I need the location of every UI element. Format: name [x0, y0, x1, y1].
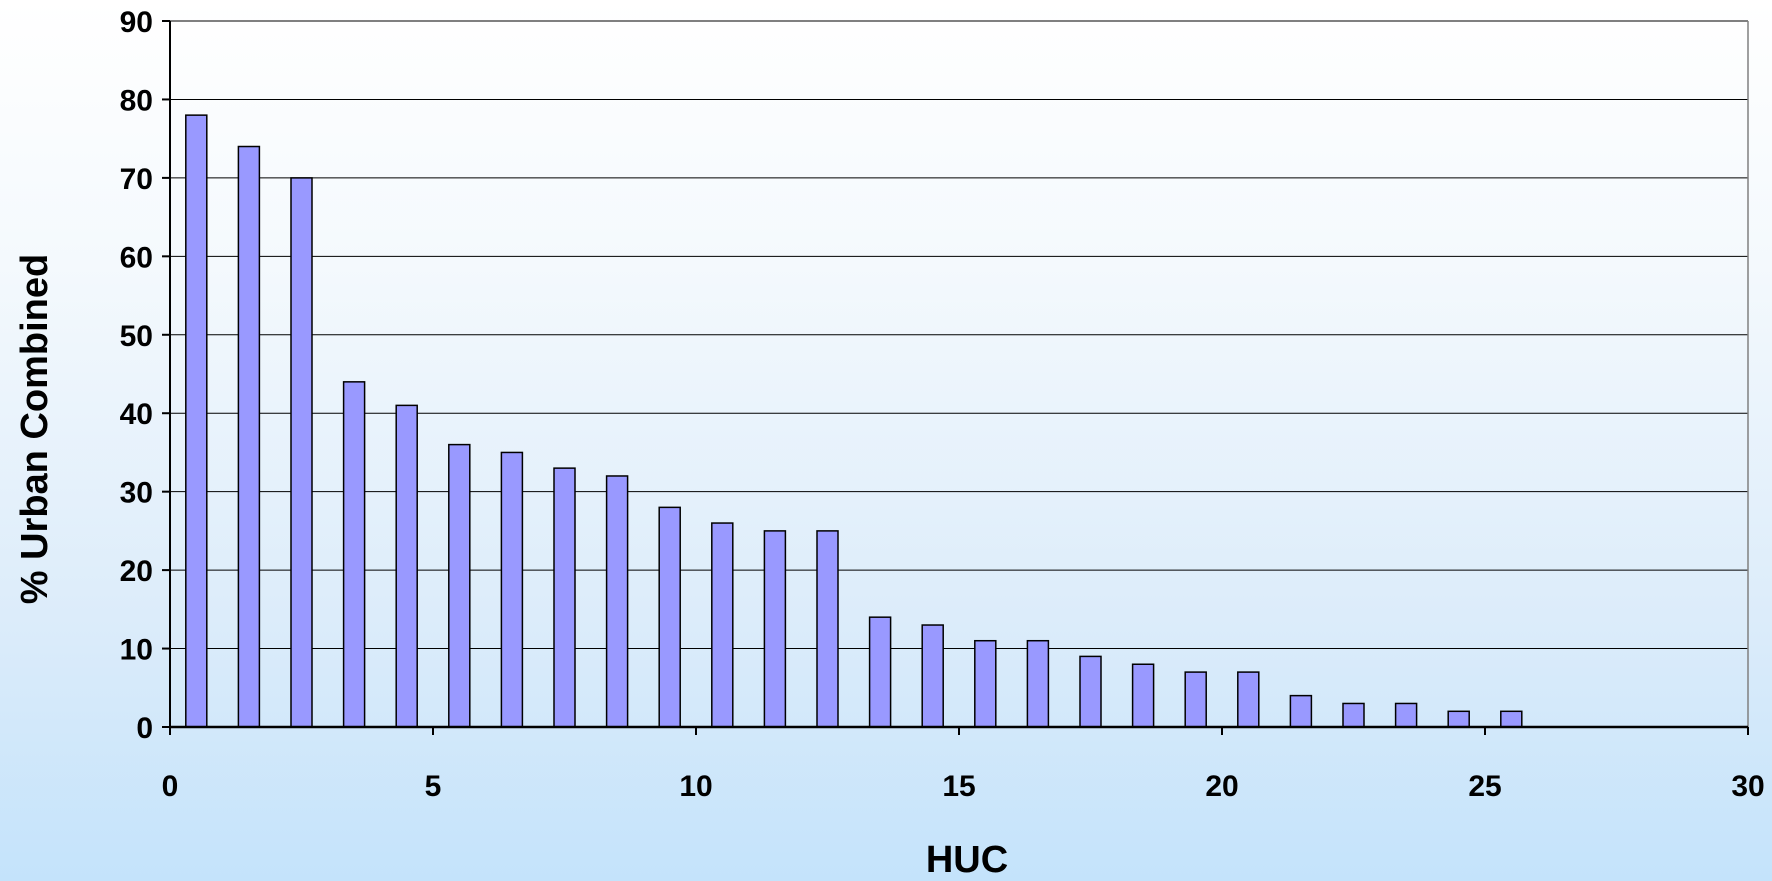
- bar-2: [237, 145, 261, 728]
- y-tick-label-50: 50: [120, 320, 153, 353]
- y-tick-label-80: 80: [120, 84, 153, 117]
- bar-12: [763, 530, 787, 728]
- x-tick-label-25: 25: [1468, 770, 1501, 803]
- bar-7: [500, 451, 524, 728]
- bar-14: [868, 616, 892, 728]
- bar-6: [448, 443, 471, 728]
- bar-5: [395, 404, 418, 728]
- x-tick-label-10: 10: [679, 770, 712, 803]
- y-tick-label-90: 90: [120, 6, 153, 39]
- bar-22: [1289, 694, 1313, 728]
- bar-18: [1079, 655, 1102, 728]
- x-tick-label-15: 15: [942, 770, 975, 803]
- y-tick-label-60: 60: [120, 241, 153, 274]
- x-tick-label-0: 0: [162, 770, 179, 803]
- x-tick-labels: 0 5 10 15 20 25 30: [162, 770, 1765, 803]
- bar-15: [921, 624, 944, 728]
- y-tick-label-40: 40: [120, 398, 153, 431]
- bar-3: [290, 177, 313, 728]
- y-tick-label-20: 20: [120, 555, 153, 588]
- x-tick-label-5: 5: [425, 770, 442, 803]
- bar-9: [605, 475, 629, 728]
- bar-26: [1500, 710, 1523, 728]
- bar-16: [974, 639, 997, 728]
- y-tick-label-30: 30: [120, 477, 153, 510]
- bar-4: [342, 381, 366, 728]
- y-tick-labels: 0 10 20 30 40 50 60 70 80 90: [120, 6, 153, 745]
- bar-21: [1237, 671, 1260, 728]
- y-axis-title: % Urban Combined: [14, 254, 56, 604]
- bar-24: [1394, 702, 1418, 728]
- bar-25: [1447, 710, 1470, 728]
- bar-8: [553, 467, 576, 728]
- axes: [162, 20, 1749, 735]
- bar-19: [1131, 663, 1155, 728]
- y-tick-label-70: 70: [120, 163, 153, 196]
- x-tick-label-30: 30: [1731, 770, 1764, 803]
- y-tick-label-10: 10: [120, 634, 153, 667]
- bar-10: [658, 506, 681, 728]
- y-tick-label-0: 0: [136, 712, 153, 745]
- bar-11: [711, 522, 734, 728]
- bar-13: [816, 530, 839, 728]
- bar-1: [185, 114, 208, 728]
- bar-23: [1342, 702, 1365, 728]
- bar-20: [1184, 671, 1207, 728]
- x-axis-title: HUC: [926, 839, 1008, 881]
- bars: [185, 114, 1523, 728]
- bar-17: [1026, 639, 1050, 728]
- x-tick-label-20: 20: [1205, 770, 1238, 803]
- gridlines: [170, 20, 1749, 727]
